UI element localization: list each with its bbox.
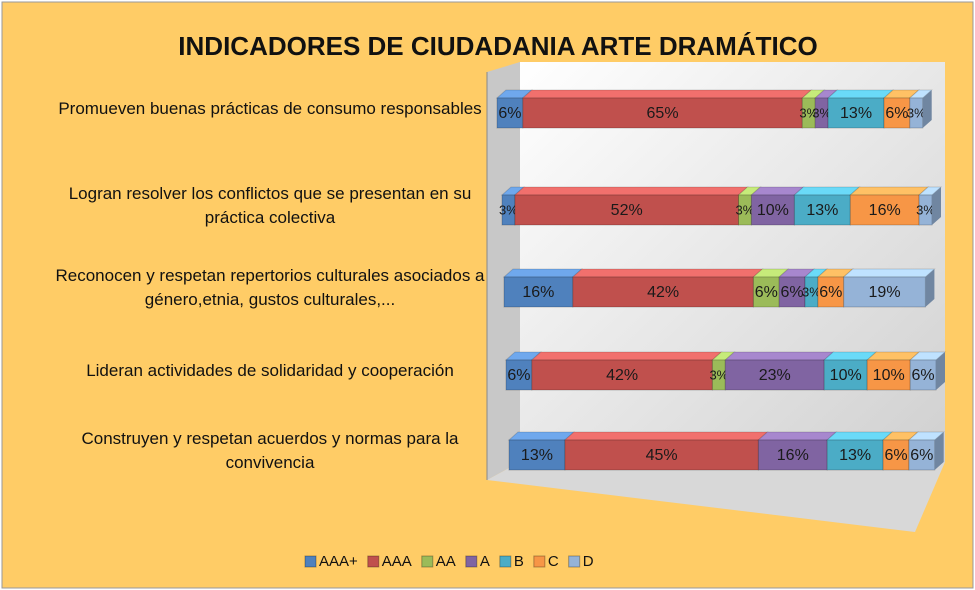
data-label: 3%: [499, 202, 518, 217]
bar: [503, 276, 574, 308]
data-label: 13%: [839, 447, 871, 464]
data-label: 42%: [606, 367, 638, 384]
bar-top: [502, 268, 584, 278]
bar-top: [826, 89, 895, 99]
bar: [564, 439, 759, 471]
bar: [778, 276, 806, 308]
bar-top: [825, 431, 894, 441]
data-label: 23%: [759, 367, 791, 384]
bar-top: [571, 268, 764, 278]
bar-side: [934, 432, 944, 470]
category-label: Construyen y respetan acuerdos y normas …: [81, 429, 459, 472]
category-label: Reconocen y respetan repertorios cultura…: [55, 266, 485, 309]
data-label: 42%: [647, 284, 679, 301]
data-label: 10%: [830, 367, 862, 384]
legend-swatch: [367, 555, 380, 568]
legend-label: AAA+: [319, 553, 358, 570]
data-label: 16%: [522, 284, 554, 301]
legend-swatch: [568, 555, 581, 568]
category-label: Lideran actividades de solidaridad y coo…: [86, 361, 454, 380]
bar: [496, 97, 524, 129]
data-label: 6%: [910, 447, 933, 464]
data-label: 13%: [806, 202, 838, 219]
legend-label: D: [583, 553, 594, 570]
bar: [522, 97, 803, 129]
bar-top: [757, 431, 838, 441]
category-label: Promueven buenas prácticas de consumo re…: [58, 99, 482, 118]
bar: [882, 439, 910, 471]
bar-side: [936, 352, 945, 390]
bar-top: [563, 431, 769, 441]
bar: [908, 439, 936, 471]
data-label: 16%: [869, 202, 901, 219]
legend-swatch: [465, 555, 478, 568]
legend-label: C: [548, 553, 559, 570]
bar: [823, 359, 868, 391]
data-label: 3%: [736, 202, 755, 217]
legend-swatch: [499, 555, 512, 568]
legend-swatch: [533, 555, 546, 568]
bar: [531, 359, 713, 391]
data-label: 10%: [873, 367, 905, 384]
bar-top: [513, 186, 749, 196]
bar: [866, 359, 911, 391]
data-label: 6%: [507, 367, 530, 384]
data-label: 3%: [799, 105, 818, 120]
data-label: 3%: [709, 367, 728, 382]
bar: [505, 359, 533, 391]
bar: [793, 194, 851, 226]
bar-top: [507, 431, 576, 441]
floor: [487, 462, 945, 532]
bar: [514, 194, 740, 226]
bar-top: [521, 89, 813, 99]
data-label: 3%: [907, 105, 926, 120]
data-label: 52%: [611, 202, 643, 219]
bar: [843, 276, 926, 308]
data-label: 6%: [885, 105, 908, 122]
bar: [883, 97, 911, 129]
bar-side: [925, 269, 935, 307]
data-label: 13%: [521, 447, 553, 464]
bar-top: [842, 268, 936, 278]
legend-label: AAA: [382, 553, 412, 570]
data-label: 3%: [916, 202, 935, 217]
bar: [750, 194, 795, 226]
bar-top: [530, 351, 723, 361]
legend-label: B: [514, 553, 524, 570]
data-label: 13%: [840, 105, 872, 122]
bar-side: [932, 187, 941, 225]
data-label: 3%: [812, 105, 831, 120]
bar: [849, 194, 920, 226]
data-label: 6%: [912, 367, 935, 384]
chart-title: INDICADORES DE CIUDADANIA ARTE DRAMÁTICO: [178, 31, 817, 61]
data-label: 10%: [757, 202, 789, 219]
data-label: 6%: [819, 284, 842, 301]
bar-top: [793, 186, 861, 196]
bar-top: [848, 186, 930, 196]
data-label: 19%: [869, 284, 901, 301]
bar-side: [922, 90, 932, 128]
data-label: 3%: [802, 284, 821, 299]
bar: [724, 359, 825, 391]
bar: [827, 97, 885, 129]
data-label: 6%: [498, 105, 521, 122]
bar: [752, 276, 780, 308]
data-label: 45%: [646, 447, 678, 464]
bar: [508, 439, 566, 471]
bar-top: [723, 351, 835, 361]
legend-label: A: [480, 553, 490, 570]
legend-swatch: [421, 555, 434, 568]
data-label: 6%: [755, 284, 778, 301]
data-label: 6%: [781, 284, 804, 301]
legend-label: AA: [436, 553, 456, 570]
data-label: 16%: [777, 447, 809, 464]
category-label: Logran resolver los conflictos que se pr…: [68, 184, 472, 227]
data-label: 65%: [647, 105, 679, 122]
bar: [826, 439, 884, 471]
data-label: 6%: [884, 447, 907, 464]
legend-swatch: [304, 555, 317, 568]
